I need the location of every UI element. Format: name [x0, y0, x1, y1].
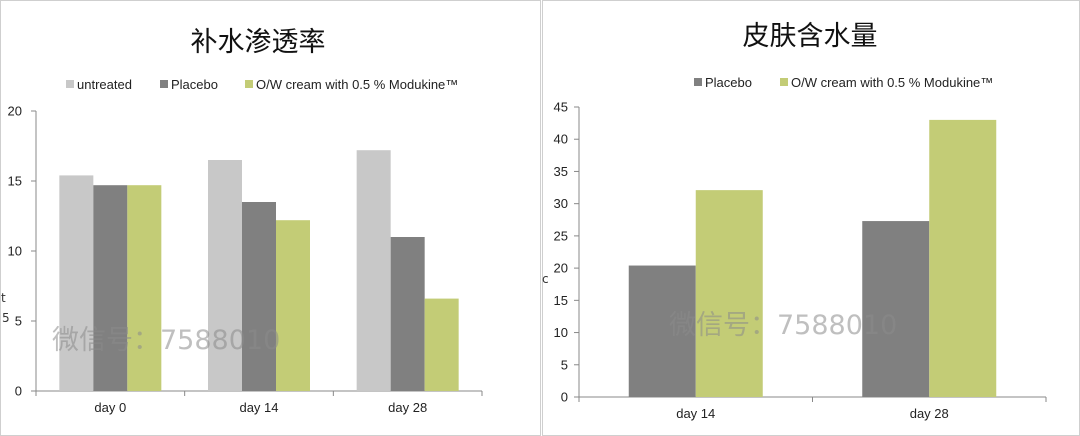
left-bar-untreated-0	[59, 175, 94, 391]
left-legend-swatch-cream	[245, 80, 253, 88]
left-category-label: day 14	[239, 400, 278, 415]
left-axis-label-fragment-t: t	[1, 291, 6, 305]
left-y-tick-label: 5	[15, 314, 22, 329]
right-y-tick-label: 15	[554, 293, 568, 308]
right-y-tick-label: 25	[554, 228, 568, 243]
left-bar-placebo-0	[93, 185, 128, 391]
left-bar-untreated-1	[208, 160, 242, 391]
left-bar-o-w-cream-with-0-5-modukine-1	[276, 220, 310, 391]
right-legend: Placebo O/W cream with 0.5 % Modukine™	[694, 75, 993, 90]
right-bar-o-w-cream-with-0-5-modukine-0	[695, 190, 763, 397]
left-bar-o-w-cream-with-0-5-modukine-0	[127, 185, 162, 391]
right-legend-label-placebo: Placebo	[705, 75, 752, 90]
left-category-label: day 28	[388, 400, 427, 415]
left-y-tick-label: 15	[8, 174, 22, 189]
left-y-tick-label: 10	[8, 244, 22, 259]
left-axis-label-fragment-5: 5	[2, 311, 10, 325]
right-legend-label-cream: O/W cream with 0.5 % Modukine™	[791, 75, 993, 90]
right-category-label: day 14	[676, 406, 715, 421]
right-chart-title: 皮肤含水量	[743, 21, 878, 52]
right-bar-placebo-1	[862, 221, 930, 397]
left-legend-swatch-untreated	[66, 80, 74, 88]
left-bar-o-w-cream-with-0-5-modukine-2	[424, 298, 459, 391]
left-legend: untreated Placebo O/W cream with 0.5 % M…	[66, 77, 458, 92]
right-axis-label-fragment-c: c	[542, 272, 549, 286]
right-bar-placebo-0	[628, 265, 696, 397]
left-chart-title: 补水渗透率	[191, 27, 326, 58]
right-y-tick-label: 0	[561, 390, 568, 405]
left-legend-label-untreated: untreated	[77, 77, 132, 92]
left-bar-placebo-2	[390, 237, 425, 391]
left-y-tick-label: 20	[8, 104, 22, 119]
right-legend-swatch-cream	[780, 78, 788, 86]
left-legend-label-cream: O/W cream with 0.5 % Modukine™	[256, 77, 458, 92]
right-plot-area: 0 5 10 15 20 25 30 35 40 45 day 14 day 28	[554, 100, 1047, 421]
right-y-tick-label: 40	[554, 132, 568, 147]
right-y-tick-label: 45	[554, 100, 568, 115]
watermark-left: 微信号：7588010	[52, 325, 280, 356]
right-y-tick-label: 20	[554, 261, 568, 276]
right-category-label: day 28	[910, 406, 949, 421]
left-plot-area: 0 5 10 15 20 day 0 day 14 day 28	[8, 104, 483, 415]
right-y-tick-label: 5	[561, 357, 568, 372]
right-y-tick-label: 30	[554, 196, 568, 211]
left-category-label: day 0	[94, 400, 126, 415]
watermark-right: 微信号：7588010	[669, 310, 897, 341]
left-bar-placebo-1	[242, 202, 276, 391]
right-y-tick-label: 10	[554, 325, 568, 340]
right-chart-panel: 皮肤含水量 Placebo O/W cream with 0.5 % Moduk…	[542, 0, 1080, 436]
right-y-tick-label: 35	[554, 164, 568, 179]
left-legend-swatch-placebo	[160, 80, 168, 88]
left-legend-label-placebo: Placebo	[171, 77, 218, 92]
left-chart-panel: 补水渗透率 untreated Placebo O/W cream with 0…	[0, 0, 541, 436]
right-bar-o-w-cream-with-0-5-modukine-1	[929, 119, 997, 397]
right-panel-frame	[542, 0, 1080, 436]
left-y-tick-label: 0	[15, 384, 22, 399]
right-legend-swatch-placebo	[694, 78, 702, 86]
left-bar-untreated-2	[356, 150, 391, 391]
